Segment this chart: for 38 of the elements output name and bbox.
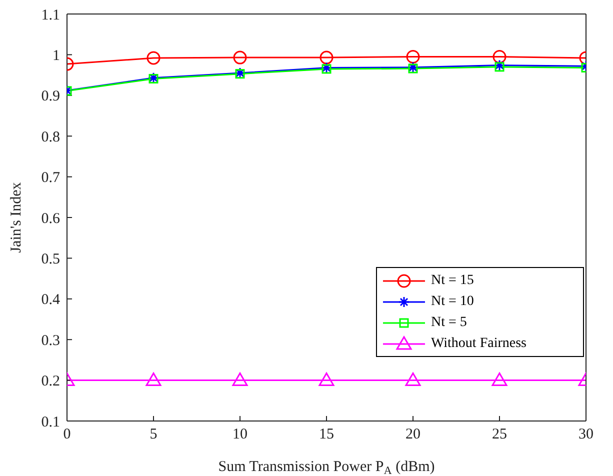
x-tick-label: 5	[150, 426, 158, 443]
x-tick-label: 25	[492, 426, 507, 443]
point	[492, 372, 508, 386]
y-tick-label: 0.9	[41, 88, 60, 105]
point	[320, 50, 334, 64]
legend-label: Nt = 15	[431, 272, 474, 288]
x-tick-label: 10	[232, 426, 248, 443]
y-tick-label: 0.3	[41, 332, 60, 349]
y-tick-label: 0.5	[41, 252, 60, 268]
point	[494, 60, 506, 72]
legend-label: Nt = 5	[431, 314, 467, 330]
y-tick-label: 0.8	[41, 129, 60, 146]
point	[492, 50, 506, 64]
y-axis-title: Jain's Index	[8, 182, 24, 253]
legend-label: Without Fairness	[431, 336, 526, 352]
point	[146, 372, 162, 386]
point	[146, 51, 160, 65]
y-tick-label: 0.6	[41, 210, 60, 227]
point	[320, 62, 332, 74]
x-axis-title: Sum Transmission Power P$_{A}$ (dBm)	[218, 459, 435, 476]
legend-label: Nt = 10	[431, 294, 474, 310]
point	[405, 372, 421, 386]
x-tick-label: 20	[406, 426, 420, 443]
y-tick-label: 1	[52, 48, 60, 64]
x-tick-label: 15	[319, 426, 334, 443]
y-tick-label: 0.7	[41, 170, 60, 186]
x-tick-label: 0	[63, 426, 71, 443]
point	[494, 62, 504, 72]
point	[322, 64, 332, 74]
point	[318, 372, 334, 386]
y-tick-label: 1.1	[41, 7, 60, 24]
x-tick-label: 30	[578, 426, 594, 443]
point	[232, 372, 248, 386]
y-tick-label: 0.2	[41, 374, 60, 390]
point	[233, 50, 247, 64]
y-tick-label: 0.4	[41, 292, 60, 308]
y-tick-label: 0.1	[41, 414, 60, 430]
point	[406, 50, 420, 64]
